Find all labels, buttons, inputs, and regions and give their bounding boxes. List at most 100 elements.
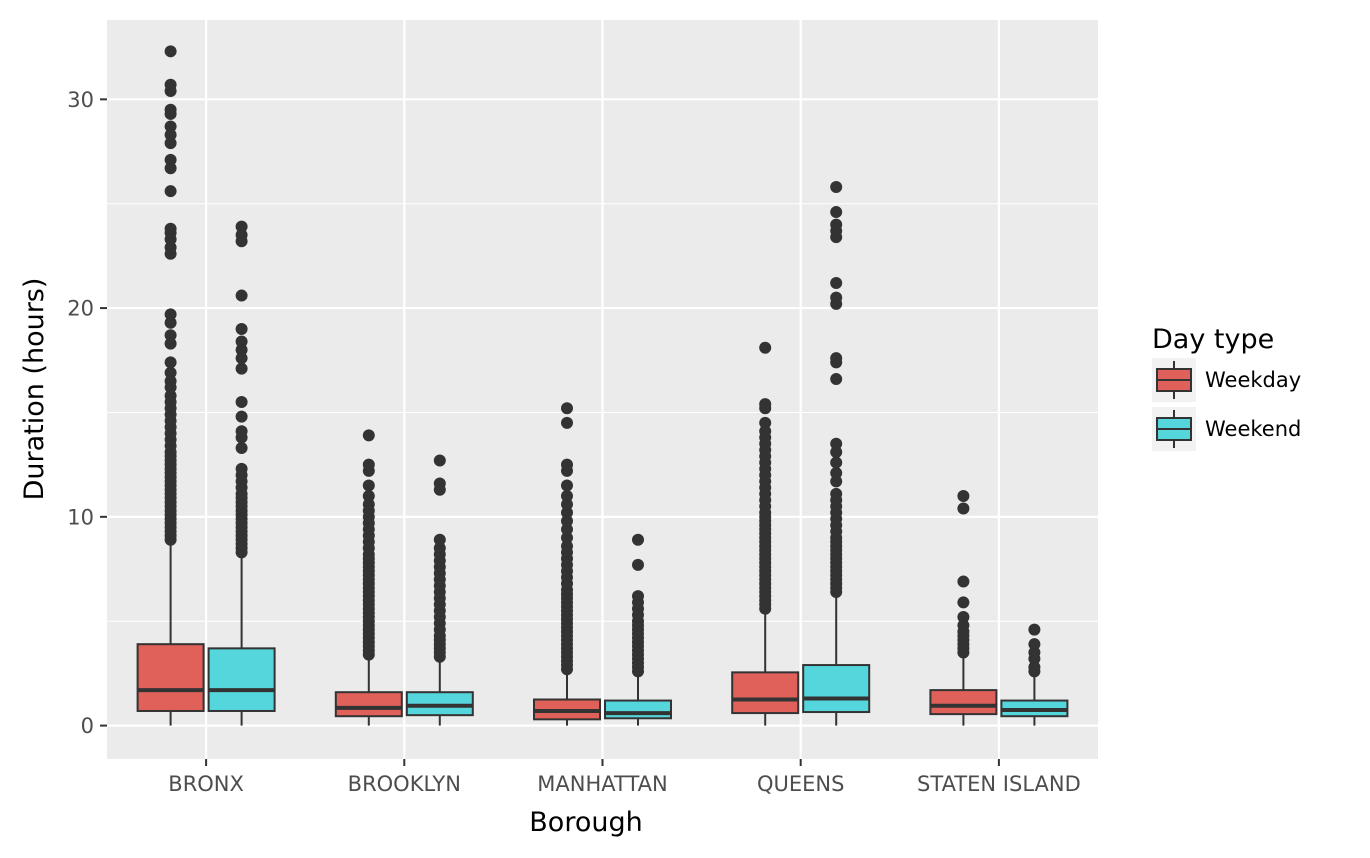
- y-tick-label: 20: [67, 297, 94, 321]
- outlier-point: [561, 506, 573, 519]
- outlier-point: [164, 316, 177, 329]
- x-tick-label: QUEENS: [757, 772, 844, 796]
- outlier-point: [830, 446, 843, 459]
- legend-label: Weekend: [1205, 417, 1301, 441]
- outlier-point: [830, 218, 843, 231]
- outlier-point: [957, 611, 970, 624]
- box-group: [731, 341, 800, 726]
- outlier-point: [235, 229, 248, 242]
- outlier-point: [759, 341, 772, 354]
- box: [136, 643, 205, 712]
- outlier-point: [561, 515, 573, 528]
- outlier-point: [235, 362, 248, 375]
- outlier-point: [164, 78, 177, 91]
- outlier-point: [362, 479, 375, 492]
- x-tick-label: BRONX: [168, 772, 244, 796]
- outlier-point: [164, 375, 177, 388]
- outlier-point: [830, 487, 843, 500]
- outlier-point: [164, 389, 177, 402]
- outlier-point: [830, 467, 843, 480]
- outlier-point: [561, 523, 573, 536]
- outlier-point: [957, 575, 970, 588]
- outlier-point: [632, 533, 644, 546]
- outlier-point: [164, 162, 177, 175]
- outlier-point: [235, 322, 248, 335]
- outlier-point: [164, 222, 177, 235]
- outlier-point: [759, 425, 772, 438]
- outlier-point: [164, 137, 177, 150]
- x-tick-label: BROOKLYN: [348, 772, 461, 796]
- box: [207, 647, 276, 712]
- outlier-point: [164, 185, 177, 198]
- outlier-point: [235, 462, 248, 475]
- outlier-point: [235, 352, 248, 365]
- box-group: [1000, 623, 1069, 726]
- box: [929, 689, 998, 716]
- outlier-point: [433, 542, 446, 555]
- outlier-point: [632, 590, 644, 603]
- outlier-point: [164, 337, 177, 350]
- box-group: [533, 402, 601, 726]
- outlier-point: [830, 437, 843, 450]
- box-group: [604, 533, 672, 726]
- y-tick-label: 10: [67, 505, 94, 529]
- x-tick-label: MANHATTAN: [537, 772, 667, 796]
- outlier-point: [164, 329, 177, 342]
- y-tick-label: 30: [67, 88, 94, 112]
- outlier-point: [164, 103, 177, 116]
- boxes: [136, 45, 1069, 726]
- outlier-point: [830, 181, 843, 194]
- legend-items: Weekday Weekend: [1152, 358, 1301, 451]
- outlier-point: [561, 416, 573, 429]
- box-group: [405, 454, 474, 726]
- outlier-point: [561, 531, 573, 544]
- outlier-point: [362, 429, 375, 442]
- x-axis: BRONX BROOKLYN MANHATTAN QUEENS STATEN ISLAN…: [168, 759, 1081, 796]
- outlier-point: [235, 289, 248, 302]
- box-group: [207, 220, 276, 726]
- outlier-point: [433, 477, 446, 490]
- outlier-point: [759, 416, 772, 429]
- outlier-point: [830, 291, 843, 304]
- outlier-point: [164, 45, 177, 58]
- outlier-point: [362, 498, 375, 511]
- outlier-point: [164, 153, 177, 166]
- y-axis-title: Duration (hours): [19, 278, 50, 501]
- outlier-point: [235, 335, 248, 348]
- outlier-point: [830, 373, 843, 386]
- outlier-point: [759, 398, 772, 411]
- outlier-point: [957, 619, 970, 632]
- outlier-point: [561, 458, 573, 471]
- outlier-point: [164, 120, 177, 133]
- legend: Day type Weekday Weekend: [1152, 324, 1301, 451]
- outlier-point: [235, 396, 248, 409]
- outlier-point: [164, 128, 177, 141]
- box: [334, 691, 403, 718]
- outlier-point: [433, 454, 446, 467]
- y-tick-label: 0: [81, 714, 94, 738]
- outlier-point: [561, 479, 573, 492]
- outlier-point: [1028, 646, 1041, 659]
- outlier-point: [164, 366, 177, 379]
- outlier-point: [362, 458, 375, 471]
- outlier-point: [830, 206, 843, 219]
- y-axis: 0 10 20 30: [67, 88, 107, 738]
- outlier-point: [433, 533, 446, 546]
- legend-title: Day type: [1152, 324, 1274, 355]
- outlier-point: [632, 558, 644, 571]
- box-group: [136, 45, 205, 726]
- outlier-point: [235, 410, 248, 423]
- outlier-point: [561, 489, 573, 502]
- outlier-point: [1028, 661, 1041, 674]
- box: [604, 699, 672, 720]
- major-gridlines: [107, 20, 1098, 759]
- legend-label: Weekday: [1205, 368, 1301, 392]
- legend-item: Weekend: [1152, 407, 1301, 451]
- outlier-point: [164, 308, 177, 321]
- outlier-point: [561, 498, 573, 511]
- box: [731, 671, 800, 715]
- outlier-point: [164, 241, 177, 254]
- outlier-point: [957, 489, 970, 502]
- outlier-point: [830, 277, 843, 290]
